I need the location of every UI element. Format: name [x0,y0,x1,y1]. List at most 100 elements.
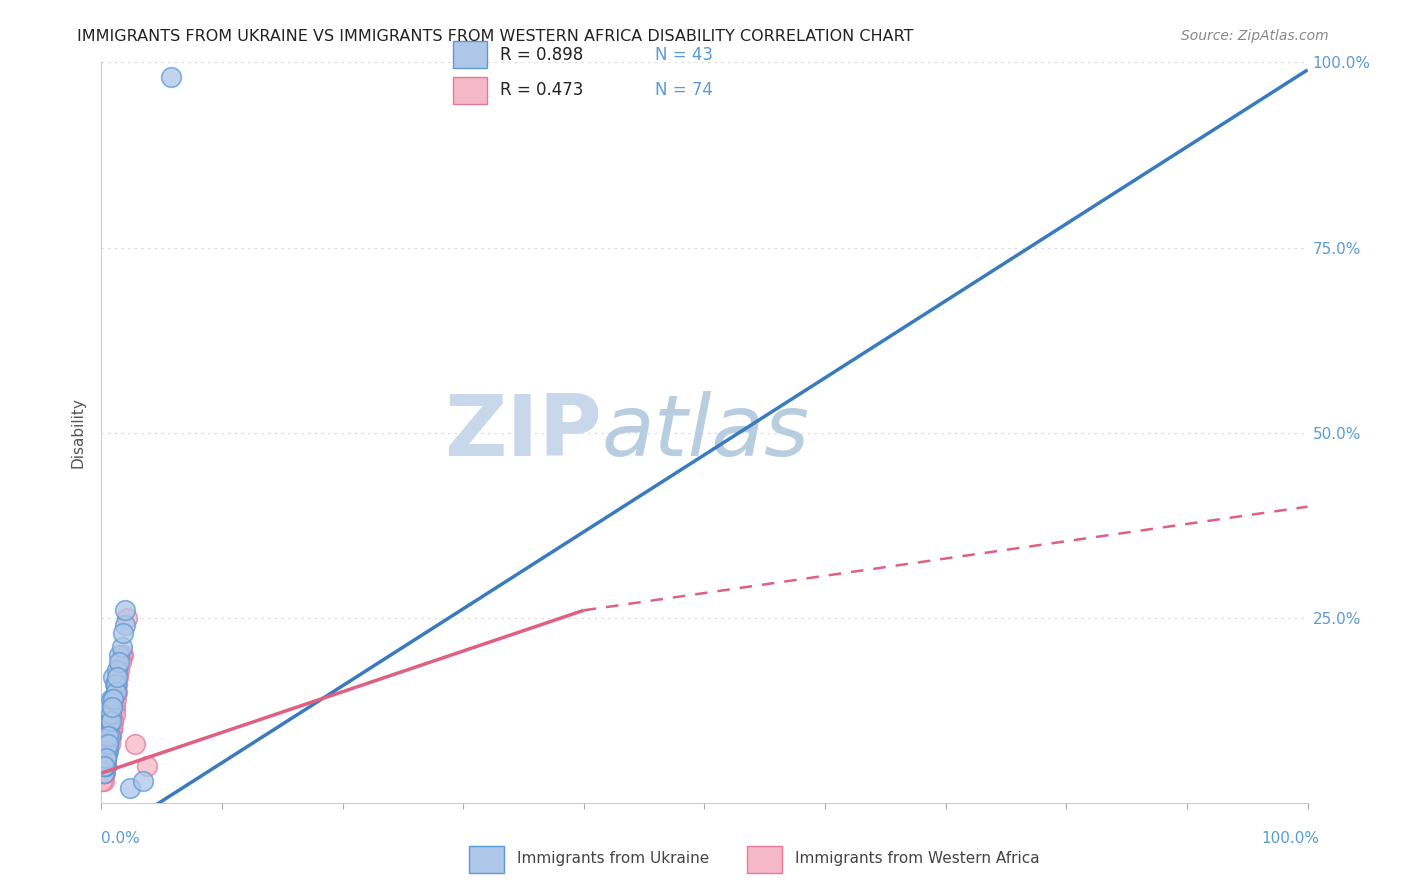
Point [94,758,117,772]
Text: N = 74: N = 74 [655,81,713,99]
Point [100,729,122,743]
Point [93,758,115,772]
Point [97,737,120,751]
Text: Immigrants from Ukraine: Immigrants from Ukraine [517,851,710,866]
Point [97,737,120,751]
Point [100,722,122,736]
Point [108,648,131,662]
Point [94,758,117,772]
Point [97,737,120,751]
Point [93,766,115,780]
Text: N = 43: N = 43 [655,45,713,63]
Bar [747,847,782,873]
Point [98,729,121,743]
Point [94,751,117,765]
Point [94,751,117,765]
Point [97,729,120,743]
Bar [453,41,486,69]
Point [96,744,118,758]
Text: R = 0.473: R = 0.473 [501,81,583,99]
Point [96,744,118,758]
Point [100,706,122,721]
Point [94,758,117,772]
Point [94,758,117,772]
Point [107,670,129,684]
Point [94,744,117,758]
Point [93,766,115,780]
Point [103,706,125,721]
Point [105,663,128,677]
Point [93,773,115,788]
Point [100,729,122,743]
Point [93,766,115,780]
Text: ZIP: ZIP [444,391,602,475]
Point [98,729,121,743]
Point [97,744,120,758]
Point [100,692,122,706]
Text: atlas: atlas [602,391,810,475]
Point [94,758,117,772]
Text: 0.0%: 0.0% [101,831,141,846]
Point [98,729,121,743]
Point [97,737,120,751]
Text: R = 0.898: R = 0.898 [501,45,583,63]
Point [94,751,117,765]
Point [93,758,115,772]
Bar [453,77,486,104]
Point [96,744,118,758]
Point [111,625,134,640]
Y-axis label: Disability: Disability [70,397,86,468]
Point [94,758,117,772]
Point [94,758,117,772]
Point [104,685,127,699]
Point [96,744,118,758]
Point [115,610,138,624]
Point [103,699,125,714]
Bar [470,847,505,873]
Point [101,699,124,714]
Point [94,751,117,765]
Point [114,618,136,632]
Point [96,744,118,758]
Point [93,766,115,780]
Text: IMMIGRANTS FROM UKRAINE VS IMMIGRANTS FROM WESTERN AFRICA DISABILITY CORRELATION: IMMIGRANTS FROM UKRAINE VS IMMIGRANTS FR… [77,29,914,44]
Point [97,737,120,751]
Point [94,751,117,765]
Point [93,758,115,772]
Point [96,744,118,758]
Point [103,714,125,729]
Point [98,737,121,751]
Point [100,714,122,729]
Point [105,677,128,691]
Point [103,692,125,706]
Point [120,780,142,795]
Point [94,758,117,772]
Point [101,722,124,736]
Point [93,766,115,780]
Point [94,758,117,772]
Point [104,692,127,706]
Point [97,737,120,751]
Point [97,737,120,751]
Point [96,744,118,758]
Text: Source: ZipAtlas.com: Source: ZipAtlas.com [1181,29,1329,43]
Point [98,714,121,729]
Point [94,751,117,765]
Point [100,722,122,736]
Point [94,758,117,772]
Text: 100.0%: 100.0% [1261,831,1319,846]
Point [96,744,118,758]
Point [108,663,131,677]
Point [104,685,127,699]
Point [111,640,134,655]
Point [136,758,159,772]
Point [93,758,115,772]
Point [103,706,125,721]
Point [108,655,131,669]
Point [103,670,125,684]
Point [104,677,127,691]
Point [105,685,128,699]
Point [93,766,115,780]
Point [94,758,117,772]
Point [96,729,118,743]
